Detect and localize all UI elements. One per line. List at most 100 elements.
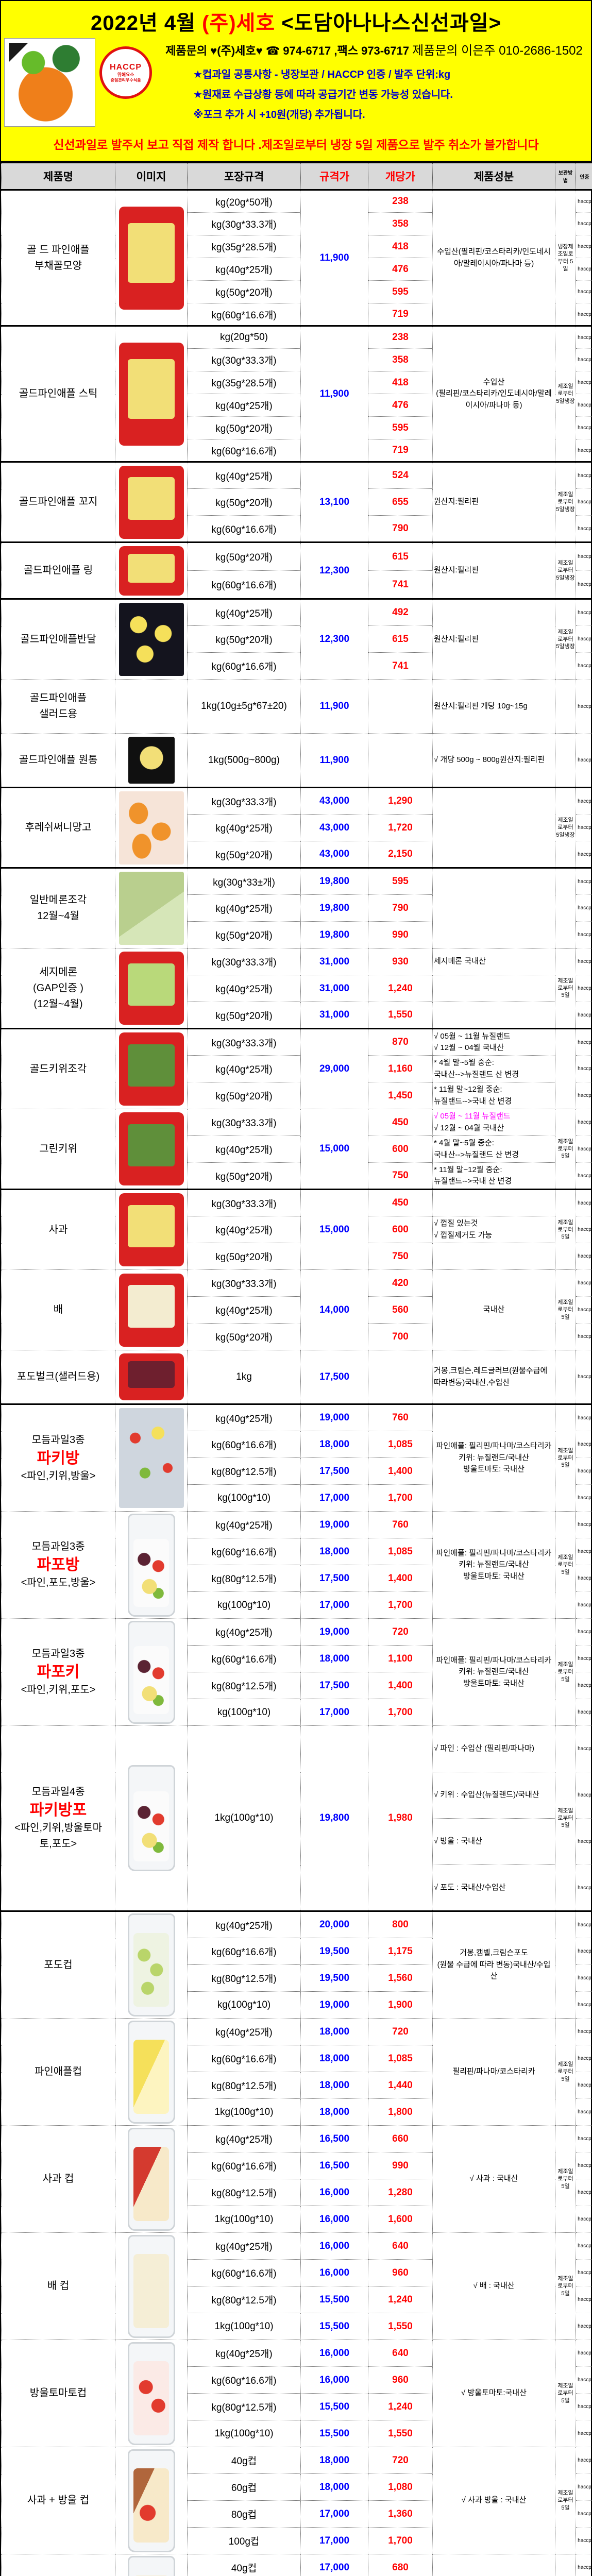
product-photo-pack-red (119, 465, 184, 539)
product-photo-pack-red (119, 342, 184, 446)
unit-price: 17,000 (300, 1484, 368, 1512)
storage-method (555, 1028, 576, 1109)
text-line: √ 05월 ~ 11월 뉴질랜드 (434, 1031, 511, 1041)
haccp-stamp-icon: HACCP 위해요소 중점관리우수식품 (99, 46, 152, 99)
cert-label: haccp (576, 2206, 592, 2233)
product-name: 사과 + 방울 컵 (1, 2447, 115, 2554)
product-name-line: 사과 + 방울 컵 (27, 2495, 90, 2506)
product-name: 방울토마토컵 (1, 2340, 115, 2447)
product-row: kg(50g*20개) 750 haccp (2, 1243, 592, 1270)
product-row: kg(80g*12.5개) 17,500 1,400 haccp (2, 1672, 592, 1699)
product-row: kg(50g*20개) 750 * 11월 말~12월 중순: 뉴질랜드-->국내 산… (2, 1162, 592, 1190)
product-image (115, 461, 188, 543)
product-photo-pack-red (119, 206, 184, 310)
unit-price: 13,100 (300, 461, 368, 543)
each-price: 1,700 (368, 1699, 433, 1726)
packaging-spec: kg(50g*20개) (187, 280, 301, 303)
product-photo-cup-pear (127, 2234, 175, 2338)
packaging-spec: 1kg(500g~800g) (187, 733, 301, 788)
cert-label: haccp (576, 2259, 592, 2286)
cert-label: haccp (576, 2232, 592, 2260)
each-price: 1,085 (368, 1431, 433, 1458)
company-logo (4, 38, 95, 127)
product-name-line: 모듬과일3종 (31, 1541, 85, 1552)
product-photo-cup-mixed4 (127, 1765, 175, 1871)
stamp-line: HACCP (110, 63, 142, 72)
cert-label: haccp (576, 461, 592, 489)
each-price: 1,600 (368, 2206, 433, 2233)
product-row: kg(60g*16.6개) 719 haccp (2, 303, 592, 326)
product-name-line: 포도컵 (44, 1959, 73, 1971)
product-name-line: 샐러드용 (39, 708, 77, 720)
storage-method: 제조일로부터 5일 (555, 2554, 576, 2576)
product-row: 모듬과일3종 파키방 <파인,키위,방울> kg(40g*25개) 19,000 760 파… (1, 1403, 592, 1512)
product-photo-cup-mixed (127, 1620, 175, 1724)
product-row: 사과 컵 kg(40g*25개) 16,500 660 √ 사과 : 국내산 제조일로부터… (1, 2125, 592, 2233)
product-row: 1kg(100g*10) 18,000 1,800 haccp (2, 2098, 592, 2126)
each-price: 1,240 (368, 2286, 433, 2313)
product-photo-pack-red-grape (119, 1353, 184, 1400)
note-line-2: ★원재료 수급상황 등에 따라 공급기간 변동 가능성 있습니다. (193, 89, 453, 100)
packaging-spec: kg(20g*50개) (187, 189, 301, 213)
text-line: 파인애플: 필리핀/파나마/코스타리카 (436, 1442, 552, 1451)
each-price: 990 (368, 921, 433, 948)
product-image (115, 948, 188, 1029)
ingredient-info: √ 방울토마토:국내산 (432, 2340, 555, 2447)
note-line-1: ★컵과일 공통사항 - 냉장보관 / HACCP 인증 / 발주 단위:kg (193, 69, 451, 80)
each-price (368, 733, 433, 788)
storage-method: 제조일로부터 5일 (555, 948, 576, 1029)
cert-label: haccp (576, 1296, 592, 1324)
storage-method: 제조일로부터 5일 (555, 2447, 576, 2554)
unit-price: 43,000 (300, 814, 368, 841)
packaging-spec: kg(30g*33.3개) (187, 787, 301, 815)
each-price: 1,290 (368, 787, 433, 815)
ingredient-info: √ 사과 : 국내산 (432, 2125, 555, 2233)
product-name-line: 부채꼴모양 (35, 260, 82, 272)
product-name: 파인애플컵 (1, 2018, 115, 2126)
product-row: kg(80g*12.5개) 17,500 1,400 haccp (2, 1565, 592, 1592)
unit-price: 18,000 (300, 2447, 368, 2474)
cert-label: haccp (576, 1565, 592, 1592)
product-row: kg(60g*16.6개) 18,000 1,085 haccp (2, 1431, 592, 1458)
cert-label: haccp (576, 1645, 592, 1672)
storage-method: 제조일로부터 5일냉장 (555, 598, 576, 680)
text-line: 산 (490, 1972, 498, 1981)
product-row: kg(60g*16.6개) 790 haccp (2, 515, 592, 543)
product-row: kg(40g*25개) 476 haccp (2, 394, 592, 417)
packaging-spec: kg(80g*12.5개) (187, 1458, 301, 1485)
packaging-spec: kg(40g*25개) (187, 1511, 301, 1538)
packaging-spec: kg(40g*25개) (187, 2232, 301, 2260)
unit-price: 19,500 (300, 1964, 368, 1992)
each-price: 790 (368, 515, 433, 543)
price-table-body: 골 드 파인애플 부채꼴모양 kg(20g*50개) 11,900 238 수입산(필리핀… (1, 189, 592, 2576)
packaging-spec: 60g컵 (187, 2473, 301, 2501)
product-name: 배 + 방울 컵 (1, 2554, 115, 2576)
storage-method: 제조일로부터 5일 (555, 2232, 576, 2340)
cert-label: haccp (576, 2554, 592, 2576)
cert-label: haccp (576, 1216, 592, 1243)
text-line: 필리핀/파나마/코스타리카 (452, 2067, 535, 2076)
packaging-spec: kg(40g*25개) (187, 1055, 301, 1082)
unit-price: 15,500 (300, 2393, 368, 2420)
cert-label: haccp (576, 1458, 592, 1485)
product-row: kg(60g*16.6개) 741 haccp (2, 652, 592, 680)
product-row: 사과 kg(30g*33.3개) 15,000 450 제조일로부터 5일 haccp (1, 1189, 592, 1270)
product-row: kg(50g*20개) 43,000 2,150 haccp (2, 841, 592, 868)
ingredient-info: √ 사과 방울 : 국내산 (432, 2447, 555, 2554)
product-image (115, 1189, 188, 1270)
product-row: 포도벌크(샐러드용) 1kg 17,500 거봉,크림슨,레드글러브(원물수급에 따라변… (1, 1350, 592, 1404)
product-row: 그린키위 kg(30g*33.3개) 15,000 450 √ 05월 ~ 11월 뉴질… (1, 1109, 592, 1190)
product-image (115, 2554, 188, 2576)
cert-label: haccp (576, 625, 592, 653)
ingredient-info: 원산지:필리핀 개당 10g~15g (432, 679, 555, 734)
unit-price: 15,000 (300, 1189, 368, 1270)
ingredient-note: √ 05월 ~ 11월 뉴질랜드 √ 12월 ~ 04월 국내산 (432, 1028, 555, 1056)
product-row: kg(100g*10) 17,000 1,700 haccp (2, 1591, 592, 1619)
each-price: 595 (368, 416, 433, 439)
unit-price: 17,000 (300, 1699, 368, 1726)
each-price: 418 (368, 235, 433, 258)
product-name: 골드파인애플반달 (1, 598, 115, 680)
each-price: 720 (368, 2018, 433, 2045)
each-price: 960 (368, 2366, 433, 2394)
